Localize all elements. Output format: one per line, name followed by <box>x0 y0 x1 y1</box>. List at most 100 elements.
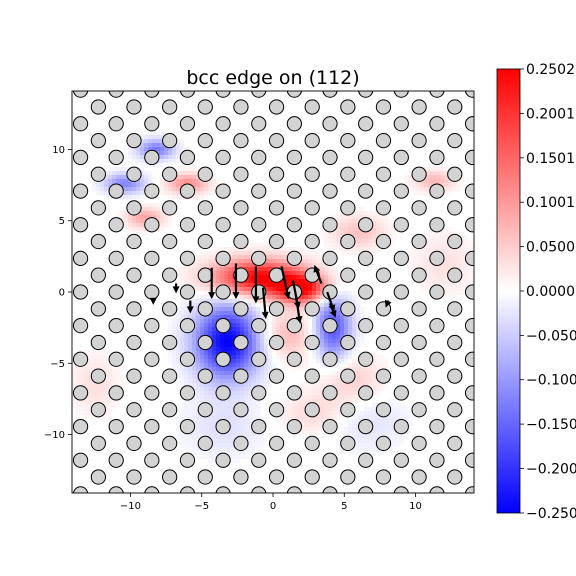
field-cell <box>248 267 253 272</box>
field-cell <box>436 271 441 276</box>
field-cell <box>180 435 185 440</box>
field-cell <box>304 251 309 256</box>
field-cell <box>268 347 273 352</box>
field-cell <box>276 331 281 336</box>
field-cell <box>248 419 253 424</box>
atom-marker <box>162 301 178 317</box>
field-cell <box>356 235 361 240</box>
field-cell <box>176 275 181 280</box>
field-cell <box>148 135 153 140</box>
field-cell <box>424 279 429 284</box>
field-cell <box>324 303 329 308</box>
field-cell <box>372 371 377 376</box>
field-cell <box>136 151 141 156</box>
field-cell <box>300 267 305 272</box>
field-cell <box>376 451 381 456</box>
field-cell <box>356 439 361 444</box>
atom-marker <box>144 183 160 199</box>
field-cell <box>448 183 453 188</box>
field-cell <box>316 327 321 332</box>
atom-marker <box>233 435 249 452</box>
atom-marker <box>56 167 70 181</box>
field-cell <box>328 399 333 404</box>
field-cell <box>188 167 193 172</box>
field-cell <box>248 291 253 296</box>
field-cell <box>284 315 289 320</box>
field-cell <box>176 375 181 380</box>
field-cell <box>108 375 113 380</box>
field-cell <box>204 191 209 196</box>
field-cell <box>276 295 281 300</box>
field-cell <box>256 411 261 416</box>
atom-marker <box>108 351 124 367</box>
field-cell <box>316 431 321 436</box>
field-cell <box>428 279 433 284</box>
field-cell <box>368 447 373 452</box>
field-cell <box>352 291 357 296</box>
field-cell <box>300 259 305 264</box>
field-cell <box>332 299 337 304</box>
field-cell <box>264 299 269 304</box>
field-cell <box>356 239 361 244</box>
field-cell <box>352 299 357 304</box>
field-cell <box>176 319 181 324</box>
field-cell <box>372 355 377 360</box>
field-cell <box>192 363 197 368</box>
field-cell <box>420 263 425 268</box>
atom-marker <box>483 100 497 114</box>
atom-marker <box>72 183 89 199</box>
field-cell <box>316 383 321 388</box>
field-cell <box>224 443 229 448</box>
field-cell <box>192 167 197 172</box>
field-cell <box>396 415 401 420</box>
field-cell <box>208 315 213 320</box>
field-cell <box>284 415 289 420</box>
field-cell <box>224 267 229 272</box>
field-cell <box>208 347 213 352</box>
field-cell <box>440 179 445 184</box>
field-cell <box>328 247 333 252</box>
field-cell <box>356 395 361 400</box>
field-cell <box>224 403 229 408</box>
field-cell <box>436 167 441 172</box>
field-cell <box>180 379 185 384</box>
field-cell <box>144 207 149 212</box>
field-cell <box>176 279 181 284</box>
field-cell <box>232 351 237 356</box>
field-cell <box>192 439 197 444</box>
field-cell <box>376 215 381 220</box>
field-cell <box>332 339 337 344</box>
field-cell <box>300 279 305 284</box>
field-cell <box>300 411 305 416</box>
field-cell <box>392 407 397 412</box>
field-cell <box>408 171 413 176</box>
field-cell <box>316 335 321 340</box>
field-cell <box>236 247 241 252</box>
field-cell <box>384 431 389 436</box>
field-cell <box>228 435 233 440</box>
atom-marker <box>411 132 427 149</box>
field-cell <box>264 339 269 344</box>
atom-marker <box>162 469 178 485</box>
field-cell <box>360 443 365 448</box>
field-cell <box>280 319 285 324</box>
field-cell <box>352 251 357 256</box>
field-cell <box>188 371 193 376</box>
atom-marker <box>268 368 285 384</box>
field-cell <box>308 255 313 260</box>
field-cell <box>300 303 305 308</box>
field-cell <box>444 251 449 256</box>
field-cell <box>376 391 381 396</box>
field-cell <box>136 219 141 224</box>
field-cell <box>292 303 297 308</box>
field-cell <box>160 183 165 188</box>
atom-marker <box>411 200 427 216</box>
field-cell <box>244 319 249 324</box>
field-cell <box>304 355 309 360</box>
field-cell <box>228 335 233 340</box>
field-cell <box>384 359 389 364</box>
field-cell <box>228 375 233 380</box>
field-cell <box>132 183 137 188</box>
atom-marker <box>72 284 89 300</box>
displacement-arrow <box>294 294 303 324</box>
